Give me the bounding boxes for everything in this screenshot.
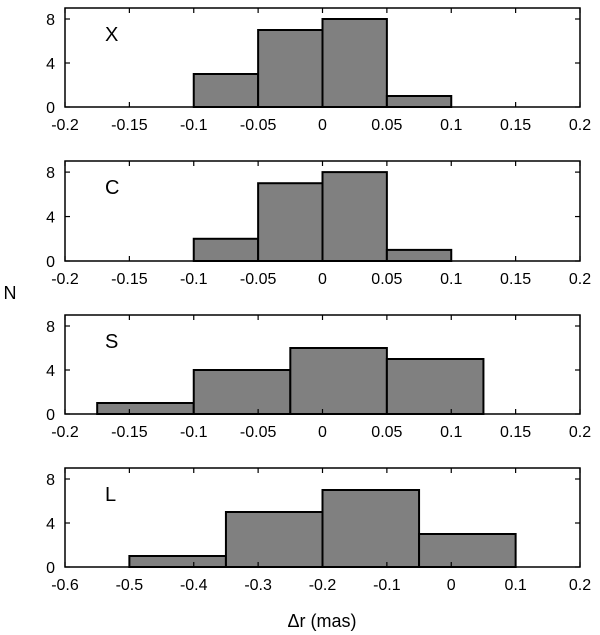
- x-tick-label: -0.2: [51, 424, 79, 441]
- x-tick-label: -0.2: [51, 271, 79, 288]
- x-tick-label: -0.15: [111, 424, 148, 441]
- x-tick-label: 0.15: [500, 117, 531, 134]
- x-tick-label: 0.2: [569, 424, 591, 441]
- histogram-bar: [128, 555, 227, 568]
- x-tick-label: 0.2: [569, 117, 591, 134]
- histogram-bar: [257, 182, 324, 263]
- x-tick-label: -0.2: [51, 117, 79, 134]
- x-tick-label: -0.05: [240, 424, 277, 441]
- x-tick-label: -0.5: [116, 577, 144, 594]
- panel-label: X: [105, 24, 118, 46]
- panel-label: S: [105, 331, 118, 353]
- x-tick-label: 0.15: [500, 424, 531, 441]
- x-tick-label: 0.1: [440, 271, 462, 288]
- x-tick-label: -0.15: [111, 271, 148, 288]
- x-tick-label: 0.05: [371, 424, 402, 441]
- x-tick-label: 0.1: [440, 424, 462, 441]
- x-tick-label: 0: [318, 424, 327, 441]
- panel-label: C: [105, 177, 119, 199]
- histogram-bar: [257, 29, 324, 108]
- x-tick-label: -0.1: [373, 577, 401, 594]
- histogram-panel-l: -0.6 -0.5 -0.4 -0.3 -0.2 -0.1 0 0.1 0.2 0 4 8 L: [46, 467, 591, 594]
- histogram-panel-c: -0.2 -0.15 -0.1 -0.05 0 0.05 0.1 0.15 0.2 0 4 8 C: [46, 160, 591, 288]
- histogram-bar: [385, 358, 485, 415]
- x-tick-label: 0.1: [505, 577, 527, 594]
- y-tick-label: 8: [46, 12, 55, 29]
- x-tick-label: 0.05: [371, 117, 402, 134]
- x-tick-label: -0.05: [240, 117, 277, 134]
- histogram-bar: [321, 171, 388, 262]
- x-tick-label: -0.3: [244, 577, 272, 594]
- x-tick-label: 0.1: [440, 117, 462, 134]
- x-tick-label: -0.1: [180, 117, 208, 134]
- x-tick-label: -0.1: [180, 271, 208, 288]
- x-tick-label: 0.2: [569, 271, 591, 288]
- x-tick-label: -0.1: [180, 424, 208, 441]
- y-tick-label: 0: [46, 100, 55, 117]
- x-tick-label: -0.15: [111, 117, 148, 134]
- x-tick-label: 0: [318, 271, 327, 288]
- x-tick-label: 0: [318, 117, 327, 134]
- y-tick-label: 0: [46, 407, 55, 424]
- y-tick-label: 0: [46, 254, 55, 271]
- histogram-bar: [192, 73, 260, 108]
- histogram-panel-x: -0.2 -0.15 -0.1 -0.05 0 0.05 0.1 0.15 0.2 0 4 8 X: [46, 7, 591, 134]
- histogram-bar: [321, 18, 388, 108]
- x-tick-label: -0.05: [240, 271, 277, 288]
- histogram-bar: [192, 369, 292, 415]
- x-tick-label: -0.6: [51, 577, 79, 594]
- y-tick-label: 4: [46, 210, 55, 227]
- y-tick-label: 8: [46, 319, 55, 336]
- histogram-bar: [96, 402, 195, 415]
- panel-label: L: [105, 484, 116, 506]
- x-tick-label: 0: [447, 577, 456, 594]
- x-tick-label: 0.2: [569, 577, 591, 594]
- y-tick-label: 4: [46, 516, 55, 533]
- y-tick-label: 4: [46, 56, 55, 73]
- histogram-bar: [385, 248, 453, 262]
- histogram-bar: [385, 95, 453, 108]
- x-tick-label: 0.05: [371, 271, 402, 288]
- histogram-panel-s: -0.2 -0.15 -0.1 -0.05 0 0.05 0.1 0.15 0.2 0 4 8 S: [46, 314, 591, 441]
- y-tick-label: 4: [46, 363, 55, 380]
- x-tick-label: 0.15: [500, 271, 531, 288]
- x-tick-label: -0.4: [180, 577, 208, 594]
- y-axis-title: N: [4, 283, 17, 303]
- y-tick-label: 0: [46, 560, 55, 577]
- y-tick-label: 8: [46, 472, 55, 489]
- x-tick-label: -0.2: [309, 577, 337, 594]
- y-tick-label: 8: [46, 165, 55, 182]
- histogram-bar: [224, 511, 324, 568]
- histogram-bar: [192, 237, 260, 262]
- histogram-bar: [418, 533, 517, 568]
- histogram-bar: [289, 347, 388, 415]
- histogram-bar: [321, 489, 421, 568]
- x-axis-title: Δr (mas): [287, 611, 356, 631]
